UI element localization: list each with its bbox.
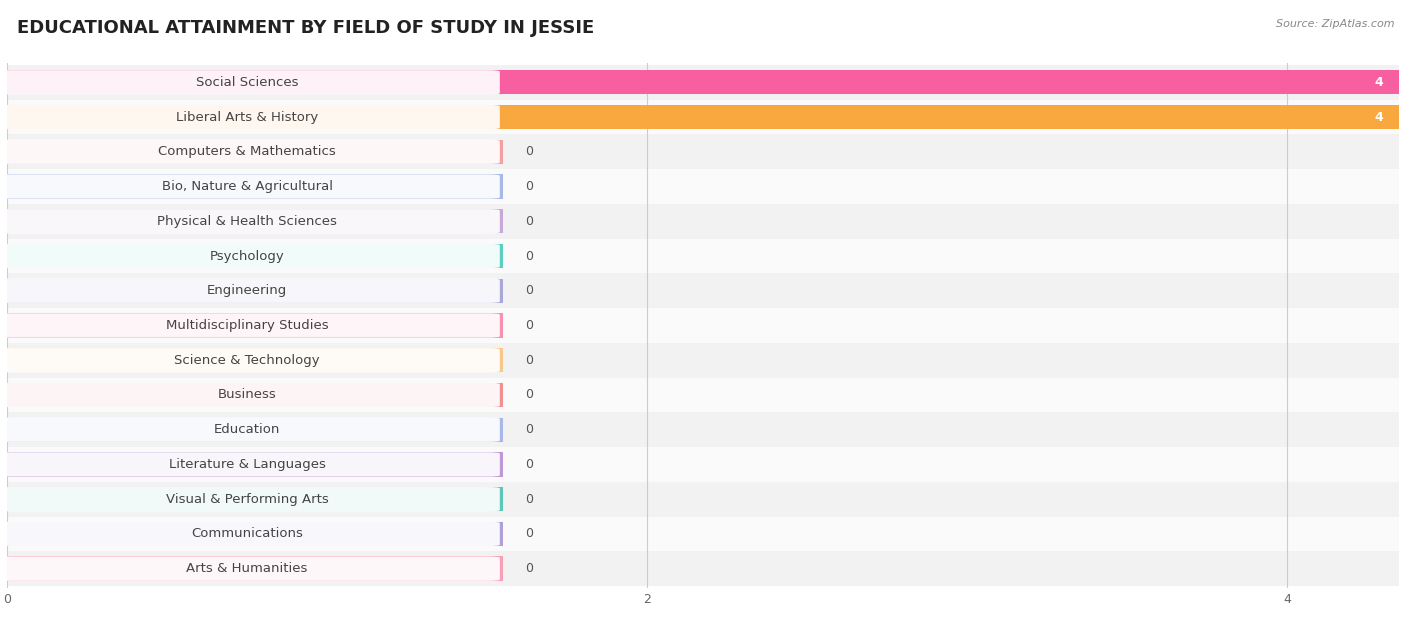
Text: Physical & Health Sciences: Physical & Health Sciences <box>157 215 337 228</box>
Text: Business: Business <box>218 389 277 401</box>
Bar <box>7 70 1399 94</box>
Text: 0: 0 <box>526 250 533 262</box>
Bar <box>7 418 503 442</box>
FancyBboxPatch shape <box>0 418 499 442</box>
Text: 4: 4 <box>1374 111 1384 123</box>
Bar <box>7 453 503 477</box>
FancyBboxPatch shape <box>0 522 499 546</box>
Bar <box>7 551 1399 586</box>
Text: Bio, Nature & Agricultural: Bio, Nature & Agricultural <box>162 180 333 193</box>
Text: Science & Technology: Science & Technology <box>174 354 319 367</box>
Text: Visual & Performing Arts: Visual & Performing Arts <box>166 493 329 506</box>
Text: Liberal Arts & History: Liberal Arts & History <box>176 111 318 123</box>
FancyBboxPatch shape <box>0 383 499 407</box>
Text: 0: 0 <box>526 319 533 332</box>
Bar <box>7 174 503 198</box>
FancyBboxPatch shape <box>0 557 499 581</box>
Bar <box>7 516 1399 551</box>
Text: 0: 0 <box>526 215 533 228</box>
Bar <box>7 447 1399 482</box>
Bar <box>7 377 1399 412</box>
Bar <box>7 482 1399 516</box>
Text: Literature & Languages: Literature & Languages <box>169 458 325 471</box>
Bar <box>7 279 503 303</box>
Bar <box>7 487 503 511</box>
Bar <box>7 348 503 372</box>
Text: Education: Education <box>214 423 280 436</box>
FancyBboxPatch shape <box>0 174 499 198</box>
Text: 0: 0 <box>526 562 533 575</box>
FancyBboxPatch shape <box>0 487 499 511</box>
FancyBboxPatch shape <box>0 244 499 268</box>
Text: Psychology: Psychology <box>209 250 284 262</box>
Text: 4: 4 <box>1374 76 1384 89</box>
Text: 0: 0 <box>526 180 533 193</box>
Text: 0: 0 <box>526 284 533 297</box>
Bar <box>7 209 503 233</box>
Text: 0: 0 <box>526 389 533 401</box>
Text: Engineering: Engineering <box>207 284 287 297</box>
FancyBboxPatch shape <box>0 313 499 337</box>
Bar <box>7 100 1399 135</box>
Bar <box>7 204 1399 239</box>
Bar <box>7 308 1399 343</box>
Text: Multidisciplinary Studies: Multidisciplinary Studies <box>166 319 329 332</box>
Bar <box>7 65 1399 100</box>
Bar <box>7 343 1399 377</box>
FancyBboxPatch shape <box>0 140 499 164</box>
Bar <box>7 522 503 546</box>
Bar <box>7 557 503 581</box>
Text: Source: ZipAtlas.com: Source: ZipAtlas.com <box>1277 19 1395 29</box>
FancyBboxPatch shape <box>0 105 499 129</box>
Text: Arts & Humanities: Arts & Humanities <box>187 562 308 575</box>
Bar <box>7 140 503 164</box>
Text: 0: 0 <box>526 145 533 158</box>
Bar <box>7 274 1399 308</box>
Bar <box>7 239 1399 274</box>
Text: 0: 0 <box>526 493 533 506</box>
Bar <box>7 105 1399 129</box>
Text: 0: 0 <box>526 354 533 367</box>
Bar <box>7 412 1399 447</box>
FancyBboxPatch shape <box>0 279 499 303</box>
FancyBboxPatch shape <box>0 209 499 233</box>
Bar <box>7 313 503 337</box>
Bar <box>7 169 1399 204</box>
FancyBboxPatch shape <box>0 348 499 372</box>
FancyBboxPatch shape <box>0 453 499 477</box>
FancyBboxPatch shape <box>0 70 499 94</box>
Text: Computers & Mathematics: Computers & Mathematics <box>157 145 336 158</box>
Text: Social Sciences: Social Sciences <box>195 76 298 89</box>
Text: 0: 0 <box>526 528 533 540</box>
Text: 0: 0 <box>526 423 533 436</box>
Text: 0: 0 <box>526 458 533 471</box>
Text: Communications: Communications <box>191 528 302 540</box>
Text: EDUCATIONAL ATTAINMENT BY FIELD OF STUDY IN JESSIE: EDUCATIONAL ATTAINMENT BY FIELD OF STUDY… <box>17 19 595 37</box>
Bar <box>7 244 503 268</box>
Bar <box>7 135 1399 169</box>
Bar <box>7 383 503 407</box>
